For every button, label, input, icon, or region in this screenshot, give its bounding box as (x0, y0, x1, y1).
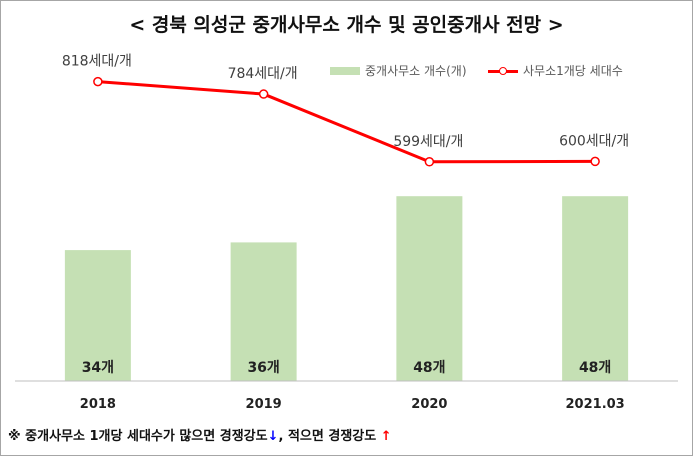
legend: 중개사무소 개수(개) 사무소1개당 세대수 (300, 62, 680, 82)
bar (396, 196, 463, 381)
x-tick-label: 2020 (411, 397, 447, 412)
chart-title: < 경북 의성군 중개사무소 개수 및 공인중개사 전망 > (129, 14, 564, 36)
line-point (590, 156, 600, 167)
line-data-label: 818세대/개 (62, 54, 132, 70)
legend-line-label: 사무소1개당 세대수 (523, 64, 623, 78)
legend-item-line: 사무소1개당 세대수 (488, 62, 623, 79)
line-point (93, 76, 103, 87)
series-line (97, 80, 596, 164)
x-tick-label: 2019 (246, 397, 282, 412)
line-data-label: 599세대/개 (393, 134, 463, 150)
footnote-text-1: ※ 중개사무소 1개당 세대수가 많으면 경쟁강도 (8, 429, 268, 444)
legend-bar-label: 중개사무소 개수(개) (365, 64, 467, 78)
line-point (258, 89, 269, 99)
bar (64, 250, 131, 381)
bar-data-label: 36개 (247, 360, 279, 376)
bar-data-label: 48개 (579, 360, 611, 376)
legend-item-bar: 중개사무소 개수(개) (330, 62, 467, 79)
line-data-label: 600세대/개 (559, 133, 629, 149)
bar (230, 242, 297, 381)
legend-line-swatch (488, 66, 518, 76)
bar-data-label: 34개 (82, 360, 114, 376)
arrow-up-icon: ↑ (380, 429, 392, 444)
x-tick-label: 2021.03 (566, 397, 625, 412)
line-data-label: 784세대/개 (228, 66, 298, 82)
footnote: ※ 중개사무소 1개당 세대수가 많으면 경쟁강도↓, 적으면 경쟁강도 ↑ (8, 425, 392, 444)
legend-bar-swatch (330, 66, 360, 75)
x-tick-label: 2018 (80, 397, 116, 412)
arrow-down-icon: ↓ (267, 429, 279, 444)
line-point (424, 157, 435, 167)
bar (562, 196, 629, 381)
bar-data-label: 48개 (413, 360, 445, 376)
footnote-text-2: , 적으면 경쟁강도 (278, 429, 377, 444)
